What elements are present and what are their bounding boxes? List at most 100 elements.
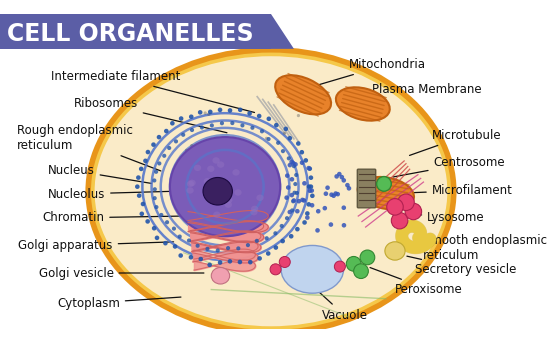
Ellipse shape	[270, 264, 281, 275]
Ellipse shape	[347, 186, 351, 191]
Ellipse shape	[333, 191, 338, 196]
Ellipse shape	[238, 107, 242, 112]
Ellipse shape	[377, 177, 391, 191]
Ellipse shape	[285, 216, 289, 220]
FancyBboxPatch shape	[0, 14, 271, 49]
Text: Secretory vesicle: Secretory vesicle	[407, 256, 516, 276]
Text: Golgi apparatus: Golgi apparatus	[18, 239, 174, 252]
Ellipse shape	[225, 201, 232, 208]
Ellipse shape	[336, 87, 390, 121]
Ellipse shape	[236, 246, 240, 250]
Ellipse shape	[155, 236, 159, 240]
Ellipse shape	[279, 224, 284, 228]
Ellipse shape	[325, 186, 330, 190]
Ellipse shape	[256, 194, 264, 201]
Ellipse shape	[203, 177, 232, 205]
Ellipse shape	[218, 260, 222, 265]
Ellipse shape	[291, 161, 296, 165]
Ellipse shape	[265, 236, 269, 240]
Ellipse shape	[297, 114, 300, 117]
Ellipse shape	[163, 241, 167, 246]
Ellipse shape	[251, 206, 258, 212]
Ellipse shape	[334, 261, 346, 272]
Ellipse shape	[95, 56, 447, 326]
Ellipse shape	[310, 193, 315, 198]
Ellipse shape	[157, 135, 161, 140]
Ellipse shape	[405, 203, 422, 220]
Ellipse shape	[200, 126, 204, 130]
Ellipse shape	[181, 133, 185, 137]
Ellipse shape	[198, 110, 203, 115]
Ellipse shape	[309, 184, 313, 189]
Ellipse shape	[287, 136, 292, 141]
Ellipse shape	[281, 239, 285, 244]
Ellipse shape	[165, 220, 169, 224]
Text: Ribosomes: Ribosomes	[73, 97, 227, 133]
Ellipse shape	[207, 263, 212, 267]
Ellipse shape	[225, 197, 232, 203]
Ellipse shape	[178, 235, 182, 239]
Text: Nucleus: Nucleus	[48, 164, 152, 184]
Ellipse shape	[237, 260, 242, 264]
Ellipse shape	[385, 242, 405, 260]
Ellipse shape	[307, 184, 311, 189]
Ellipse shape	[174, 139, 178, 143]
Ellipse shape	[228, 108, 232, 113]
Ellipse shape	[306, 202, 311, 207]
Ellipse shape	[290, 193, 294, 198]
Ellipse shape	[307, 166, 312, 171]
Ellipse shape	[334, 174, 339, 179]
Ellipse shape	[266, 251, 270, 256]
Ellipse shape	[307, 189, 312, 193]
Ellipse shape	[305, 211, 310, 216]
Ellipse shape	[300, 161, 304, 165]
Ellipse shape	[335, 192, 340, 197]
Ellipse shape	[187, 238, 191, 243]
Ellipse shape	[391, 212, 408, 229]
Ellipse shape	[293, 182, 297, 186]
Ellipse shape	[195, 244, 200, 248]
Ellipse shape	[234, 189, 242, 196]
Ellipse shape	[287, 210, 292, 214]
Ellipse shape	[212, 157, 220, 164]
Ellipse shape	[139, 212, 144, 216]
Ellipse shape	[292, 191, 297, 195]
Ellipse shape	[170, 137, 280, 236]
Text: Chromatin: Chromatin	[42, 211, 181, 224]
Ellipse shape	[337, 172, 342, 176]
Ellipse shape	[287, 156, 291, 161]
Ellipse shape	[188, 180, 196, 186]
Ellipse shape	[329, 222, 333, 227]
Ellipse shape	[306, 166, 311, 170]
Ellipse shape	[172, 226, 176, 231]
Ellipse shape	[250, 209, 258, 215]
Ellipse shape	[283, 127, 288, 131]
Polygon shape	[271, 14, 294, 49]
Ellipse shape	[167, 146, 171, 150]
Ellipse shape	[342, 205, 346, 210]
Ellipse shape	[296, 141, 301, 146]
Ellipse shape	[227, 259, 232, 263]
Ellipse shape	[248, 260, 253, 264]
Ellipse shape	[220, 121, 224, 125]
Ellipse shape	[267, 117, 271, 121]
Ellipse shape	[164, 129, 169, 133]
Ellipse shape	[255, 239, 259, 243]
Ellipse shape	[204, 178, 211, 185]
Ellipse shape	[265, 137, 268, 140]
Ellipse shape	[234, 148, 237, 151]
Ellipse shape	[290, 208, 294, 213]
Ellipse shape	[295, 227, 300, 232]
Ellipse shape	[289, 234, 293, 238]
Ellipse shape	[136, 175, 141, 180]
Ellipse shape	[185, 149, 188, 152]
Ellipse shape	[187, 181, 194, 187]
Ellipse shape	[273, 231, 277, 235]
Ellipse shape	[275, 75, 331, 114]
Ellipse shape	[146, 219, 150, 224]
Ellipse shape	[207, 113, 211, 116]
Ellipse shape	[288, 163, 292, 167]
Text: Nucleolus: Nucleolus	[48, 188, 172, 201]
Ellipse shape	[216, 248, 220, 252]
Ellipse shape	[186, 187, 194, 194]
